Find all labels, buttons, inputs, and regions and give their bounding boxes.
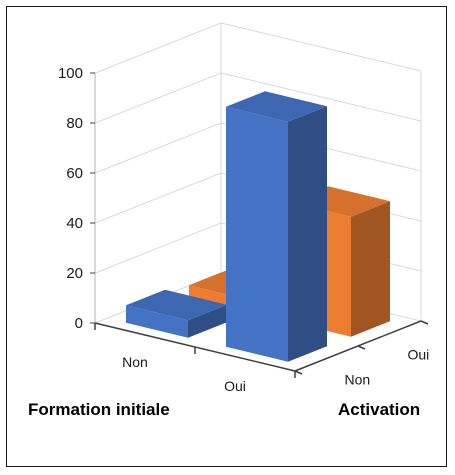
category-labels: Non Oui Non Oui [122, 347, 429, 395]
y-axis-ticks: 0 20 40 60 80 100 [58, 65, 95, 332]
bar-side-face [351, 201, 390, 337]
depth-tick-mark [294, 370, 303, 375]
depth-tick-mark [357, 345, 366, 350]
y-tick-label: 40 [66, 215, 83, 232]
bar-top-face [226, 91, 327, 122]
y-tick-label: 60 [66, 165, 83, 182]
bar-non-oui [226, 91, 327, 362]
bar-non-non [126, 289, 227, 338]
gridline [94, 22, 422, 74]
bar-side-face [188, 304, 227, 338]
y-tick-label: 20 [66, 265, 83, 282]
chart-bars [126, 91, 390, 362]
x-category-label: Oui [224, 378, 246, 394]
bar-front-face [126, 305, 188, 338]
depth-axis-title: Activation [338, 400, 420, 419]
x-axis-title: Formation initiale [28, 400, 170, 419]
y-tick-label: 0 [75, 315, 83, 332]
x-category-label: Non [122, 354, 148, 370]
depth-tick-mark [420, 320, 429, 325]
bar-side-face [288, 106, 327, 362]
y-tick-label: 100 [58, 65, 83, 82]
bar-top-face [126, 289, 227, 321]
y-tick-label: 80 [66, 115, 83, 132]
depth-category-label: Non [345, 372, 371, 388]
depth-category-label: Oui [408, 347, 430, 363]
bar-front-face [226, 106, 288, 362]
